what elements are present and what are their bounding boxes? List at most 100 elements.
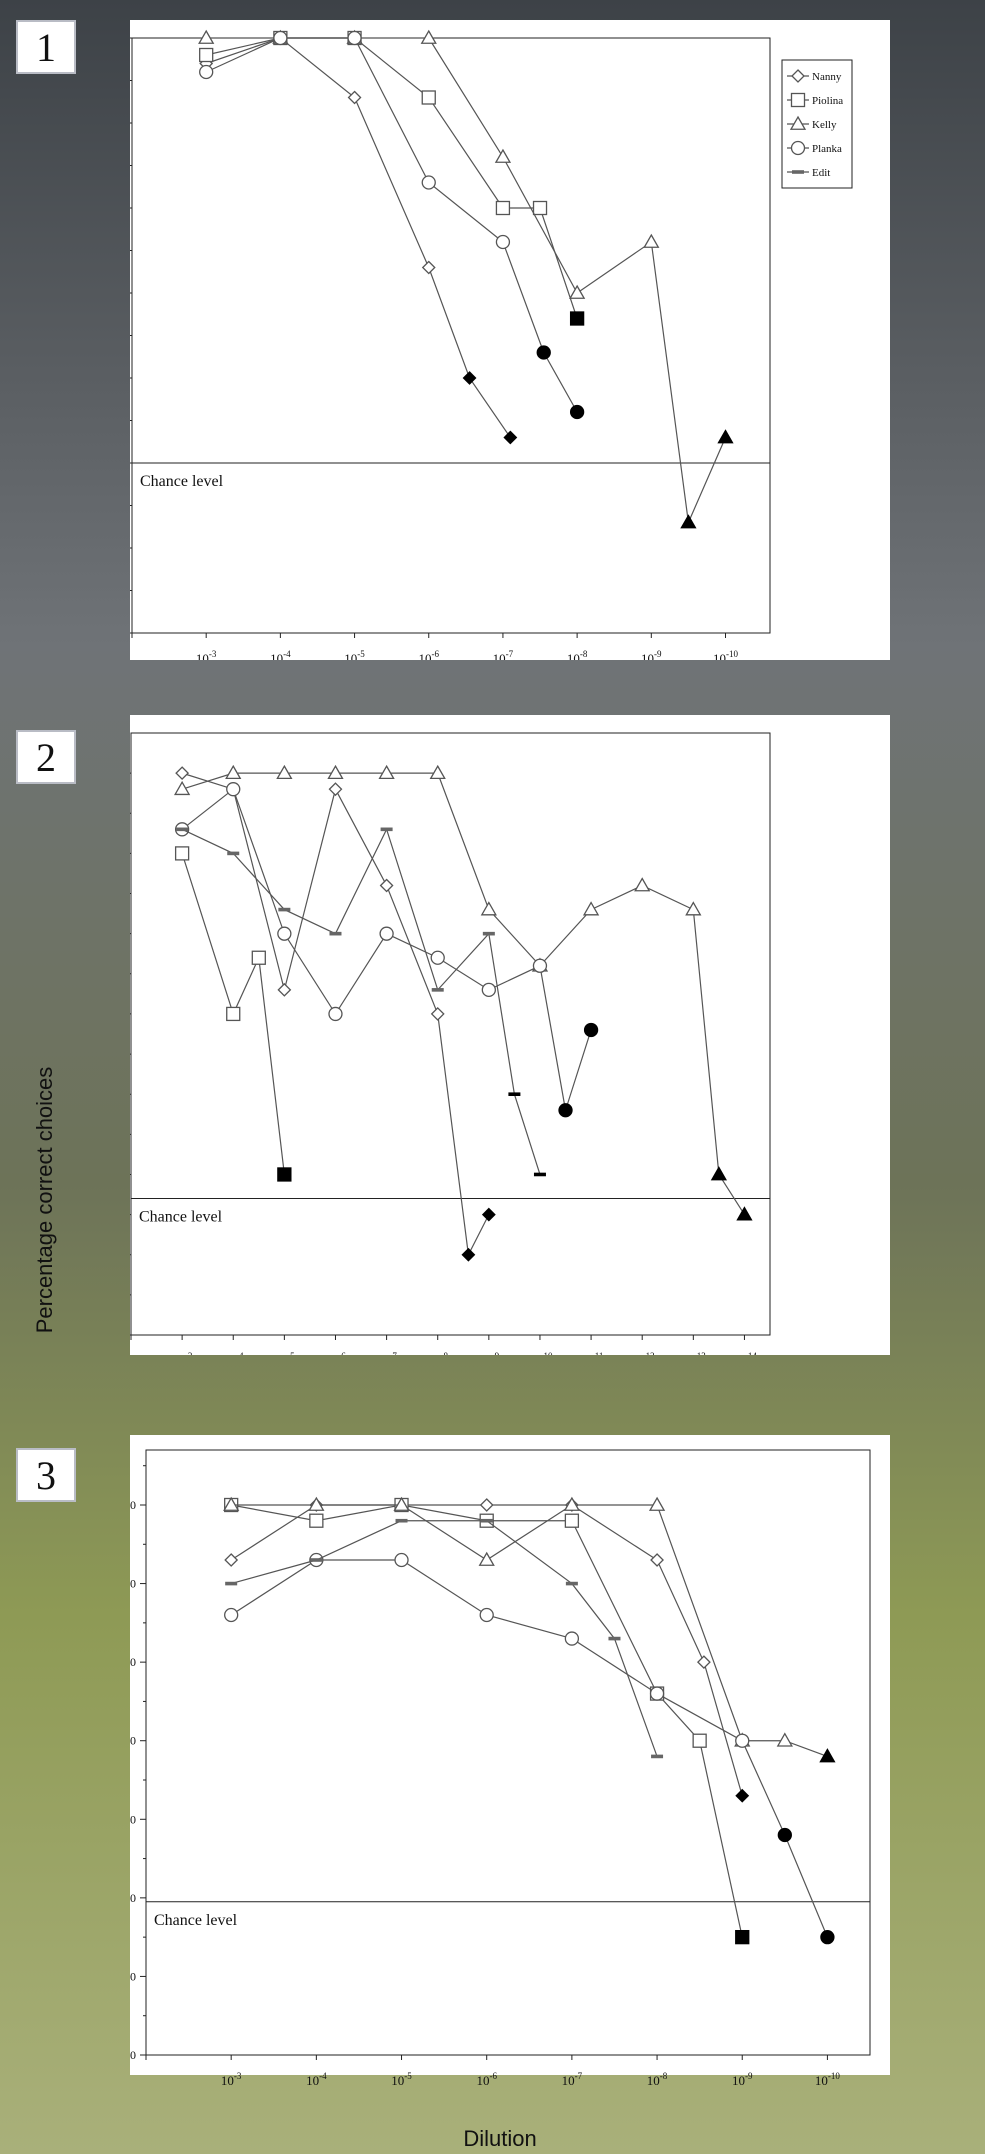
x-tick-label: 10-7: [562, 2071, 583, 2088]
data-point-planka: [394, 1552, 409, 1568]
x-tick-exponent: -5: [287, 1351, 295, 1355]
x-tick-label: 10-8: [427, 1351, 448, 1355]
data-point-kelly: [276, 764, 293, 780]
series-line-piolina: [231, 1504, 743, 1938]
data-point-edit: [565, 1581, 578, 1586]
x-tick-label: 10-9: [641, 649, 662, 660]
x-tick-exponent: -8: [660, 2071, 668, 2081]
data-point-nanny: [696, 1655, 711, 1670]
data-point-piolina: [199, 47, 214, 63]
data-point-kelly: [710, 1166, 728, 1181]
x-tick-label: 10-11: [579, 1351, 604, 1355]
y-tick-label: 70: [130, 1734, 136, 1748]
legend-marker: [792, 170, 804, 174]
x-tick-label: 10-5: [391, 2071, 412, 2088]
series-nanny: [224, 1498, 750, 1803]
x-tick-exponent: -10: [726, 649, 738, 659]
x-tick-exponent: -11: [592, 1351, 604, 1355]
data-point-edit: [482, 931, 495, 936]
series-line-edit: [231, 1520, 658, 1757]
data-point-edit: [651, 1754, 664, 1759]
legend-label: Edit: [812, 167, 830, 179]
y-axis-title: Percentage correct choices: [32, 1066, 57, 1334]
data-point-kelly: [327, 764, 344, 780]
data-point-nanny: [328, 782, 343, 797]
data-point-kelly: [568, 284, 586, 299]
x-tick-label: 10-3: [196, 649, 217, 660]
series-planka: [174, 782, 599, 1118]
series-line-nanny: [205, 37, 511, 438]
data-point-edit: [380, 827, 393, 832]
data-point-piolina: [309, 1513, 324, 1528]
chart-svg-3: 30 40 50 60 70 80 90 100 10-3 10-4 10-5 10-6 10-7 10-…: [130, 1449, 871, 2088]
series-line-nanny: [181, 772, 490, 1257]
data-point-piolina: [564, 1513, 580, 1528]
x-tick-exponent: -4: [236, 1351, 244, 1355]
data-point-kelly: [378, 764, 395, 780]
series-line-kelly: [231, 1504, 828, 1757]
legend-marker: [789, 115, 807, 130]
data-point-nanny: [462, 371, 477, 385]
series-line-piolina: [206, 37, 578, 319]
x-tick-label: 10-4: [223, 1351, 244, 1355]
y-tick-label: 50: [130, 1891, 136, 1905]
data-point-kelly: [480, 901, 497, 916]
data-point-planka: [532, 958, 548, 973]
y-tick-label: 30: [130, 2048, 136, 2062]
x-tick-label: 10-3: [172, 1351, 193, 1355]
series-line-edit: [181, 827, 541, 1175]
data-point-kelly: [634, 877, 651, 892]
data-point-kelly: [393, 1496, 410, 1511]
data-point-edit: [278, 907, 291, 912]
x-tick-exponent: -9: [492, 1351, 500, 1355]
data-point-planka: [347, 30, 362, 46]
data-point-edit: [329, 931, 342, 936]
series-kelly: [198, 29, 734, 529]
data-point-nanny: [379, 878, 394, 893]
x-tick-label: 10-12: [630, 1351, 655, 1355]
x-tick-label: 10-7: [376, 1351, 397, 1355]
x-tick-exponent: -9: [654, 649, 662, 659]
series-line-nanny: [230, 1504, 743, 1796]
x-tick-label: 10-10: [527, 1351, 552, 1355]
data-point-kelly: [680, 514, 697, 529]
data-point-kelly: [776, 1732, 793, 1747]
legend-label: Nanny: [812, 71, 842, 83]
data-point-planka: [430, 950, 445, 965]
x-tick-exponent: -4: [283, 649, 291, 659]
x-tick-exponent: -10: [828, 2071, 840, 2081]
data-point-planka: [328, 1006, 343, 1022]
data-point-nanny: [735, 1788, 750, 1803]
x-tick-exponent: -7: [575, 2071, 583, 2081]
data-point-kelly: [494, 148, 512, 163]
data-point-kelly: [223, 1496, 240, 1511]
x-tick-exponent: -6: [338, 1351, 346, 1355]
data-point-edit: [225, 1581, 238, 1586]
data-point-edit: [533, 1172, 546, 1177]
x-tick-exponent: -5: [404, 2071, 412, 2081]
plot-frame: [131, 37, 771, 634]
data-point-planka: [479, 1607, 494, 1623]
series-piolina: [174, 846, 292, 1182]
legend-label: Piolina: [812, 95, 843, 107]
data-point-kelly: [648, 1496, 666, 1511]
data-point-kelly: [685, 901, 702, 916]
legend-box: [781, 59, 853, 189]
data-point-nanny: [461, 1247, 476, 1262]
data-point-edit: [176, 827, 189, 832]
data-point-edit: [395, 1518, 408, 1523]
data-point-planka: [777, 1827, 792, 1843]
data-point-edit: [608, 1636, 621, 1641]
legend-marker: [790, 140, 806, 156]
series-piolina: [199, 30, 585, 326]
legend-marker: [791, 69, 805, 83]
data-point-planka: [277, 926, 292, 941]
data-point-piolina: [495, 200, 511, 216]
series-line-kelly: [206, 37, 727, 525]
data-point-piolina: [692, 1733, 707, 1748]
x-tick-exponent: -8: [440, 1351, 448, 1355]
y-tick-label: 60: [130, 1812, 136, 1826]
x-axis-title: Dilution: [463, 2126, 537, 2151]
chance-level-label: Chance level: [139, 1209, 223, 1226]
x-tick-label: 10-4: [306, 2071, 327, 2088]
